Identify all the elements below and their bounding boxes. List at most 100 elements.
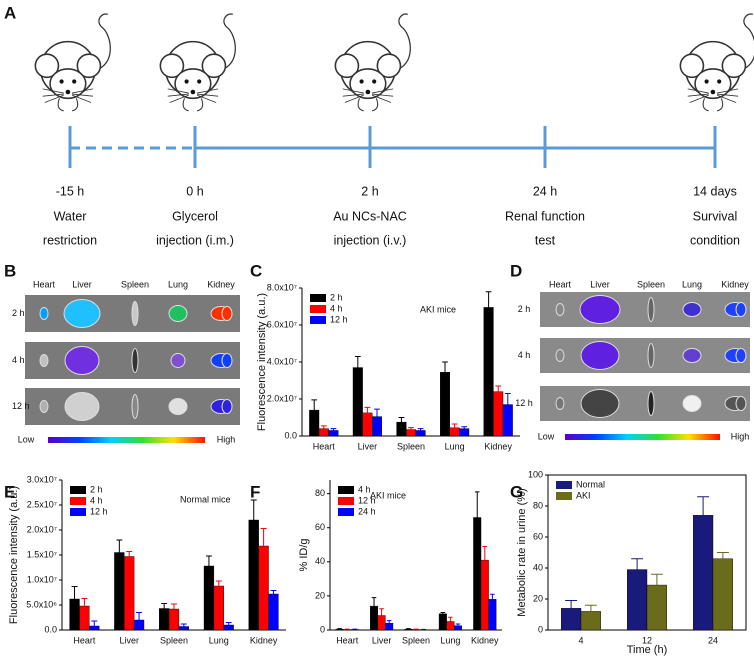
error-bar: [442, 361, 448, 373]
legend-label: 12 h: [90, 506, 108, 516]
organ: [131, 394, 139, 419]
x-tick-label: 24: [708, 635, 718, 645]
y-tick-label: 0: [538, 624, 543, 634]
organ: [580, 389, 620, 418]
error-bar: [91, 620, 98, 626]
error-bar: [565, 600, 578, 609]
error-bar: [180, 623, 187, 627]
error-bar: [461, 426, 468, 429]
legend-label: 2 h: [330, 292, 343, 302]
legend-swatch: [310, 316, 326, 324]
y-tick-label: 2.5x10⁷: [27, 499, 57, 509]
event-text: injection (i.v.): [334, 233, 407, 247]
legend-label: 12 h: [358, 495, 376, 505]
bar: [493, 391, 504, 437]
panel-letter: E: [4, 482, 15, 501]
organ: [647, 391, 655, 416]
organ: [131, 301, 139, 326]
error-bar: [171, 603, 177, 609]
error-bar: [650, 573, 663, 586]
bar: [446, 621, 455, 631]
bar: [473, 517, 482, 631]
error-bar: [270, 590, 277, 594]
x-tick-label: Spleen: [160, 635, 188, 645]
legend-label: 24 h: [358, 506, 376, 516]
column-label: Spleen: [637, 279, 665, 289]
error-bar: [482, 545, 488, 561]
bar: [627, 569, 648, 631]
y-tick-label: 8.0x10⁷: [267, 282, 297, 292]
y-tick-label: 2.0x10⁷: [267, 393, 297, 403]
error-bar: [250, 499, 257, 520]
error-bar: [697, 496, 710, 516]
error-bar: [225, 622, 232, 625]
x-tick-label: Lung: [440, 635, 460, 645]
y-tick-label: 40: [315, 556, 325, 566]
x-tick-label: Heart: [313, 441, 336, 451]
bar: [159, 608, 170, 631]
mouse-icons: [34, 13, 754, 112]
bar: [406, 429, 416, 437]
y-tick-label: 20: [533, 593, 543, 603]
bar: [480, 559, 489, 631]
error-bar: [631, 558, 644, 570]
error-bar: [260, 528, 267, 546]
organ: [39, 400, 49, 413]
event-text: Water: [54, 209, 87, 223]
error-bar: [354, 355, 361, 368]
x-tick-label: Liver: [372, 635, 392, 645]
organ: [647, 343, 655, 368]
event-text: test: [535, 233, 556, 247]
y-tick-label: 3.0x10⁷: [27, 474, 57, 484]
panel-letter: G: [510, 482, 523, 501]
bar: [449, 427, 460, 437]
bar: [268, 593, 279, 631]
bar: [396, 421, 407, 437]
bar: [693, 515, 714, 631]
row-label: 12 h: [12, 401, 30, 411]
y-tick-label: 1.5x10⁷: [27, 549, 57, 559]
legend-swatch: [310, 305, 326, 313]
bar: [415, 430, 426, 437]
x-tick-label: Kidney: [250, 635, 278, 645]
error-bar: [379, 608, 384, 616]
legend-label: 4 h: [90, 495, 103, 505]
column-label: Liver: [590, 279, 610, 289]
bar: [352, 367, 363, 437]
color-scale: [48, 437, 205, 443]
y-tick-label: 0.0: [284, 430, 297, 440]
bar: [168, 608, 180, 631]
bar: [213, 585, 224, 631]
bar: [385, 622, 394, 631]
bar: [309, 409, 320, 437]
event-text: Renal function: [505, 209, 585, 223]
bar: [459, 428, 470, 437]
x-tick-label: Heart: [336, 635, 359, 645]
error-bar: [364, 406, 371, 413]
y-axis-label: Fluorescence intensity (a.u.): [8, 486, 20, 624]
bar: [561, 608, 582, 631]
bar: [223, 624, 234, 631]
y-tick-label: 0.0: [44, 624, 57, 634]
row-label: 2 h: [12, 308, 25, 318]
legend-swatch: [556, 481, 572, 489]
bar: [69, 598, 80, 631]
event-text: Glycerol: [172, 209, 218, 223]
event-text: injection (i.m.): [156, 233, 234, 247]
x-tick-label: Heart: [73, 635, 96, 645]
legend-label: 4 h: [330, 303, 343, 313]
event-time: -15 h: [56, 184, 85, 198]
organ-image: [540, 292, 750, 327]
bar: [483, 307, 494, 437]
event-time: 24 h: [533, 184, 557, 198]
error-bar: [490, 593, 495, 600]
legend-swatch: [70, 508, 86, 516]
column-label: Heart: [33, 279, 56, 289]
y-tick-label: 20: [315, 590, 325, 600]
y-tick-label: 6.0x10⁷: [267, 319, 297, 329]
y-axis-label: Fluorescence intensity (a.u.): [256, 293, 268, 431]
organ: [682, 302, 702, 317]
y-axis-label: Metabolic rate in urine (%): [516, 488, 528, 616]
error-bar: [116, 539, 123, 553]
column-label: Kidney: [207, 279, 235, 289]
